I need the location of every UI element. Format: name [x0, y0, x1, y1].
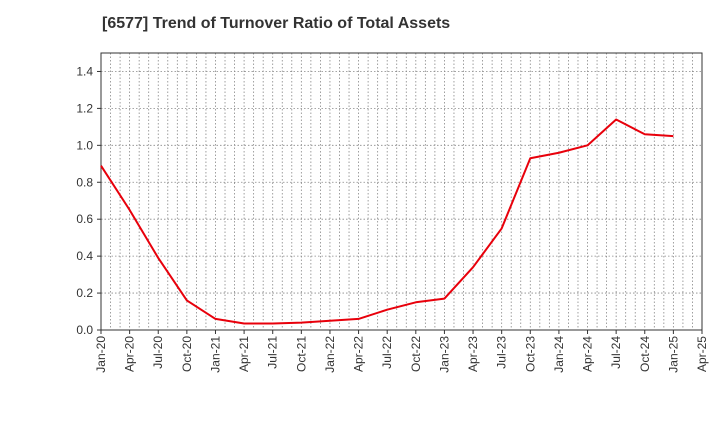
x-tick-label: Oct-23: [523, 336, 537, 372]
x-tick-label: Jan-24: [552, 336, 566, 373]
y-tick-label: 0.4: [76, 249, 93, 263]
y-tick-label: 1.0: [76, 138, 93, 152]
chart-title: [6577] Trend of Turnover Ratio of Total …: [102, 15, 451, 32]
y-tick-label: 1.4: [76, 64, 93, 78]
x-tick-label: Apr-21: [237, 336, 251, 372]
x-tick-label: Jul-20: [151, 336, 165, 369]
y-tick-label: 0.2: [76, 286, 93, 300]
x-tick-label: Oct-22: [409, 336, 423, 372]
y-tick-label: 0.0: [76, 323, 93, 337]
x-tick-label: Apr-20: [123, 336, 137, 372]
x-tick-label: Jan-21: [208, 336, 222, 373]
plot-area-frame: [100, 52, 703, 331]
y-tick-label: 0.6: [76, 212, 93, 226]
x-tick-label: Jan-23: [437, 336, 451, 373]
x-tick-label: Jul-24: [609, 336, 623, 369]
y-axis-ticks: 0.0 0.2 0.4 0.6 0.8 1.0 1.2 1.4: [76, 64, 101, 337]
series-layer: [100, 118, 674, 325]
x-tick-label: Apr-23: [466, 336, 480, 372]
x-tick-label: Apr-22: [352, 336, 366, 372]
x-tick-label: Jan-22: [323, 336, 337, 373]
x-tick-label: Oct-21: [294, 336, 308, 372]
x-tick-label: Apr-25: [695, 336, 709, 372]
x-tick-label: Jul-22: [380, 336, 394, 369]
x-tick-label: Oct-24: [638, 336, 652, 372]
x-axis-ticks: Jan-20 Apr-20 Jul-20 Oct-20 Jan-21 Apr-21 Jul-…: [94, 330, 709, 373]
x-tick-label: Oct-20: [180, 336, 194, 372]
y-tick-label: 1.2: [76, 101, 93, 115]
grid-lines: [101, 52, 702, 330]
x-tick-label: Jul-23: [495, 336, 509, 369]
x-tick-label: Jan-25: [666, 336, 680, 373]
x-tick-label: Apr-24: [581, 336, 595, 372]
y-tick-label: 0.8: [76, 175, 93, 189]
x-tick-label: Jul-21: [266, 336, 280, 369]
x-tick-label: Jan-20: [94, 336, 108, 373]
